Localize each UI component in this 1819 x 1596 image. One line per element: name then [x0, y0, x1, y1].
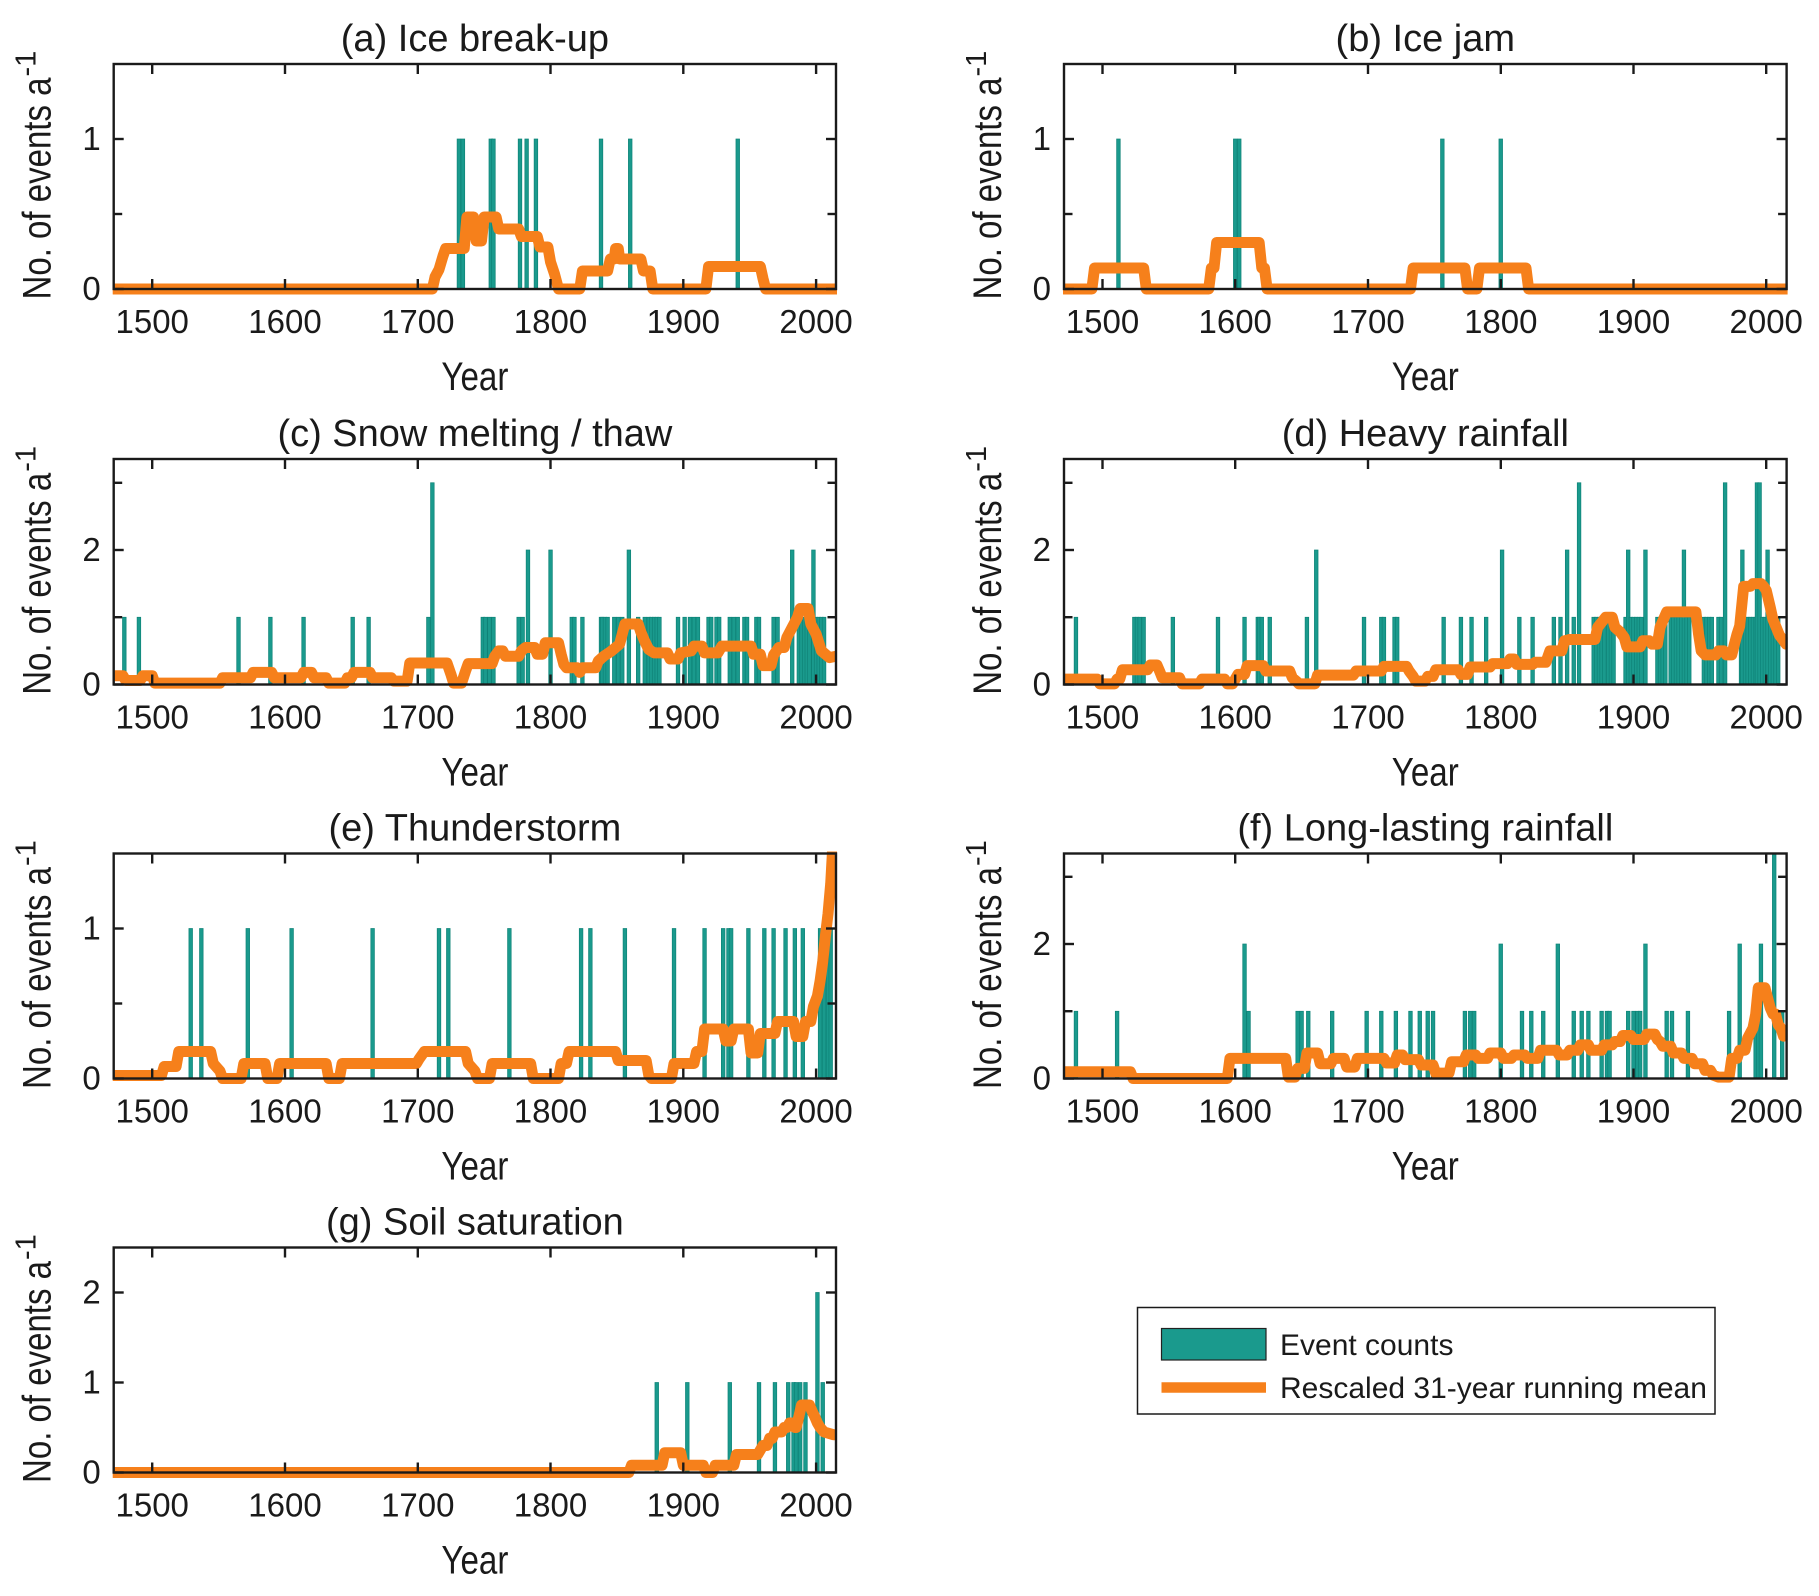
svg-text:1700: 1700	[1331, 1093, 1404, 1130]
svg-text:1: 1	[82, 910, 100, 947]
svg-text:Rescaled 31-year running mean: Rescaled 31-year running mean	[1280, 1372, 1707, 1405]
svg-text:1600: 1600	[1198, 699, 1271, 736]
svg-text:2000: 2000	[779, 1487, 852, 1524]
svg-text:2000: 2000	[779, 303, 852, 340]
svg-text:Event counts: Event counts	[1280, 1329, 1453, 1362]
svg-text:2: 2	[82, 1274, 100, 1311]
svg-text:2000: 2000	[1729, 699, 1802, 736]
svg-text:Year: Year	[441, 1145, 508, 1189]
svg-text:1500: 1500	[115, 1093, 188, 1130]
svg-text:1800: 1800	[514, 1487, 587, 1524]
svg-text:1800: 1800	[1464, 699, 1537, 736]
svg-text:1500: 1500	[115, 699, 188, 736]
svg-text:(f) Long-lasting rainfall: (f) Long-lasting rainfall	[1237, 808, 1613, 850]
svg-text:Year: Year	[1392, 355, 1459, 399]
svg-text:1500: 1500	[115, 1487, 188, 1524]
svg-text:1500: 1500	[115, 303, 188, 340]
svg-text:1900: 1900	[647, 1093, 720, 1130]
svg-text:0: 0	[82, 1060, 100, 1097]
svg-text:1700: 1700	[1331, 699, 1404, 736]
svg-text:No. of events a-1: No. of events a-1	[961, 840, 1010, 1089]
svg-text:Year: Year	[441, 355, 508, 399]
svg-text:1500: 1500	[1066, 699, 1139, 736]
svg-text:0: 0	[82, 270, 100, 307]
svg-text:No. of events a-1: No. of events a-1	[11, 1234, 60, 1483]
svg-text:No. of events a-1: No. of events a-1	[11, 840, 60, 1089]
svg-text:Year: Year	[1392, 1145, 1459, 1189]
svg-text:Year: Year	[1392, 751, 1459, 795]
svg-text:Year: Year	[441, 1539, 508, 1583]
svg-text:No. of events a-1: No. of events a-1	[961, 51, 1010, 300]
svg-text:(e) Thunderstorm: (e) Thunderstorm	[328, 808, 621, 850]
svg-text:(b) Ice jam: (b) Ice jam	[1336, 18, 1515, 60]
svg-text:1900: 1900	[1597, 303, 1670, 340]
svg-text:1: 1	[1033, 120, 1051, 157]
svg-text:1900: 1900	[647, 699, 720, 736]
svg-text:1800: 1800	[514, 303, 587, 340]
svg-text:2000: 2000	[1729, 303, 1802, 340]
svg-text:(c) Snow melting / thaw: (c) Snow melting / thaw	[277, 413, 672, 455]
svg-text:1700: 1700	[381, 1487, 454, 1524]
svg-text:(a) Ice break-up: (a) Ice break-up	[341, 18, 609, 60]
svg-text:1600: 1600	[1198, 303, 1271, 340]
svg-text:1700: 1700	[381, 699, 454, 736]
svg-text:1600: 1600	[248, 1487, 321, 1524]
svg-text:1800: 1800	[1464, 1093, 1537, 1130]
svg-text:1500: 1500	[1066, 1093, 1139, 1130]
svg-text:Year: Year	[441, 751, 508, 795]
svg-text:2000: 2000	[779, 1093, 852, 1130]
svg-text:0: 0	[82, 666, 100, 703]
svg-text:1600: 1600	[248, 303, 321, 340]
svg-text:0: 0	[1033, 666, 1051, 703]
svg-text:1700: 1700	[381, 303, 454, 340]
svg-text:1900: 1900	[1597, 1093, 1670, 1130]
svg-text:2000: 2000	[779, 699, 852, 736]
svg-text:1600: 1600	[248, 1093, 321, 1130]
svg-text:1800: 1800	[514, 1093, 587, 1130]
svg-text:2: 2	[82, 531, 100, 568]
svg-text:1800: 1800	[1464, 303, 1537, 340]
svg-text:1600: 1600	[1198, 1093, 1271, 1130]
svg-text:1700: 1700	[1331, 303, 1404, 340]
svg-text:0: 0	[1033, 270, 1051, 307]
svg-text:1: 1	[82, 1364, 100, 1401]
svg-text:2: 2	[1033, 531, 1051, 568]
svg-text:1900: 1900	[647, 1487, 720, 1524]
svg-text:1900: 1900	[1597, 699, 1670, 736]
svg-text:2000: 2000	[1729, 1093, 1802, 1130]
svg-text:1900: 1900	[647, 303, 720, 340]
svg-text:(g) Soil saturation: (g) Soil saturation	[326, 1202, 624, 1244]
svg-text:1700: 1700	[381, 1093, 454, 1130]
svg-text:1500: 1500	[1066, 303, 1139, 340]
svg-text:1800: 1800	[514, 699, 587, 736]
svg-text:No. of events a-1: No. of events a-1	[961, 446, 1010, 695]
svg-text:1: 1	[82, 120, 100, 157]
svg-text:0: 0	[1033, 1060, 1051, 1097]
svg-text:2: 2	[1033, 925, 1051, 962]
svg-text:No. of events a-1: No. of events a-1	[11, 446, 60, 695]
svg-text:(d) Heavy rainfall: (d) Heavy rainfall	[1282, 413, 1569, 455]
svg-text:0: 0	[82, 1454, 100, 1491]
svg-text:1600: 1600	[248, 699, 321, 736]
svg-text:No. of events a-1: No. of events a-1	[11, 51, 60, 300]
